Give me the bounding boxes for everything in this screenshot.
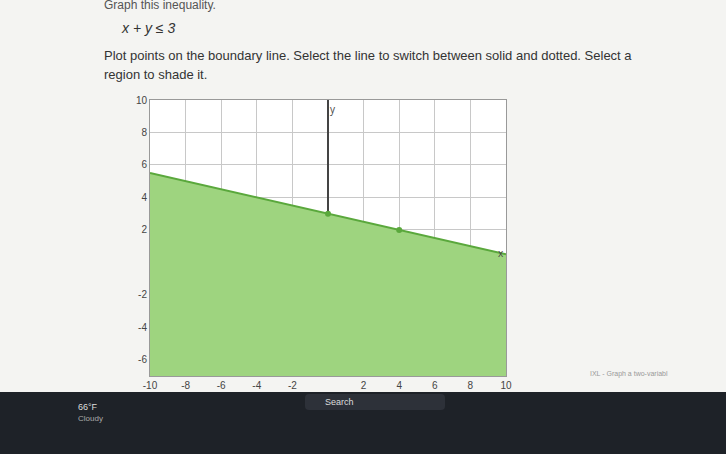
svg-text:2: 2 bbox=[141, 224, 147, 235]
svg-text:10: 10 bbox=[500, 380, 512, 391]
html-text:x + y ≤ 3: x + y ≤ 3 bbox=[122, 20, 176, 36]
svg-text:-4: -4 bbox=[252, 380, 261, 391]
svg-text:x: x bbox=[498, 246, 504, 260]
svg-text:y: y bbox=[330, 102, 336, 116]
svg-text:2: 2 bbox=[361, 380, 367, 391]
svg-text:6: 6 bbox=[141, 159, 147, 170]
svg-text:-6: -6 bbox=[217, 380, 226, 391]
svg-text:10: 10 bbox=[136, 95, 148, 106]
html-text:66°F: 66°F bbox=[78, 402, 98, 412]
svg-text:-6: -6 bbox=[138, 354, 147, 365]
svg-text:8: 8 bbox=[141, 127, 147, 138]
svg-text:-4: -4 bbox=[138, 322, 147, 333]
svg-text:4: 4 bbox=[396, 380, 402, 391]
svg-text:6: 6 bbox=[432, 380, 438, 391]
svg-text:4: 4 bbox=[141, 192, 147, 203]
svg-text:-10: -10 bbox=[143, 380, 158, 391]
svg-text:-8: -8 bbox=[181, 380, 190, 391]
html-text:Cloudy: Cloudy bbox=[78, 414, 103, 423]
svg-text:8: 8 bbox=[468, 380, 474, 391]
svg-text:-2: -2 bbox=[288, 380, 297, 391]
html-text:Plot points on the boundary li: Plot points on the boundary line. Select… bbox=[104, 48, 632, 82]
html-text:Search: Search bbox=[325, 397, 354, 407]
svg-text:-2: -2 bbox=[138, 289, 147, 300]
html-text:IXL - Graph a two-variabl: IXL - Graph a two-variabl bbox=[590, 370, 668, 377]
